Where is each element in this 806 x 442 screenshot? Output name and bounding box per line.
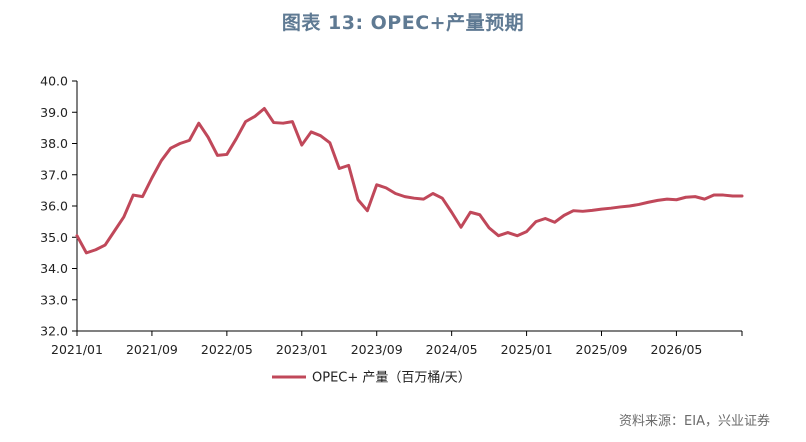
x-tick-label: 2025/09 bbox=[576, 342, 628, 357]
x-tick-label: 2022/05 bbox=[201, 342, 253, 357]
legend-label: OPEC+ 产量（百万桶/天） bbox=[312, 371, 471, 386]
legend: OPEC+ 产量（百万桶/天） bbox=[272, 371, 471, 386]
x-tick-label: 2026/05 bbox=[650, 342, 702, 357]
x-axis: 2021/01 2021/09 2022/05 2023/01 2023/09 2024/… bbox=[51, 330, 743, 357]
series-line bbox=[75, 107, 744, 255]
y-tick-label: 37.0 bbox=[40, 167, 68, 182]
x-tick-label: 2021/09 bbox=[126, 342, 178, 357]
y-tick-label: 32.0 bbox=[40, 324, 68, 339]
y-tick-label: 36.0 bbox=[40, 199, 68, 214]
x-tick-label: 2025/01 bbox=[501, 342, 553, 357]
x-tick-label: 2023/09 bbox=[351, 342, 403, 357]
y-tick-label: 33.0 bbox=[40, 292, 68, 307]
x-tick-label: 2024/05 bbox=[426, 342, 478, 357]
y-axis: 32.0 33.0 34.0 35.0 36.0 37.0 38.0 39.0 40.0 bbox=[40, 74, 78, 339]
y-tick-label: 35.0 bbox=[40, 230, 68, 245]
y-tick-label: 40.0 bbox=[40, 74, 68, 89]
chart-title: 图表 13: OPEC+产量预期 bbox=[281, 12, 525, 34]
series-layer bbox=[75, 107, 744, 255]
source-note: 资料来源：EIA，兴业证券 bbox=[619, 414, 770, 429]
x-tick-label: 2021/01 bbox=[51, 342, 103, 357]
y-tick-label: 38.0 bbox=[40, 136, 68, 151]
y-tick-label: 39.0 bbox=[40, 105, 68, 120]
y-tick-label: 34.0 bbox=[40, 261, 68, 276]
x-tick-label: 2023/01 bbox=[276, 342, 328, 357]
